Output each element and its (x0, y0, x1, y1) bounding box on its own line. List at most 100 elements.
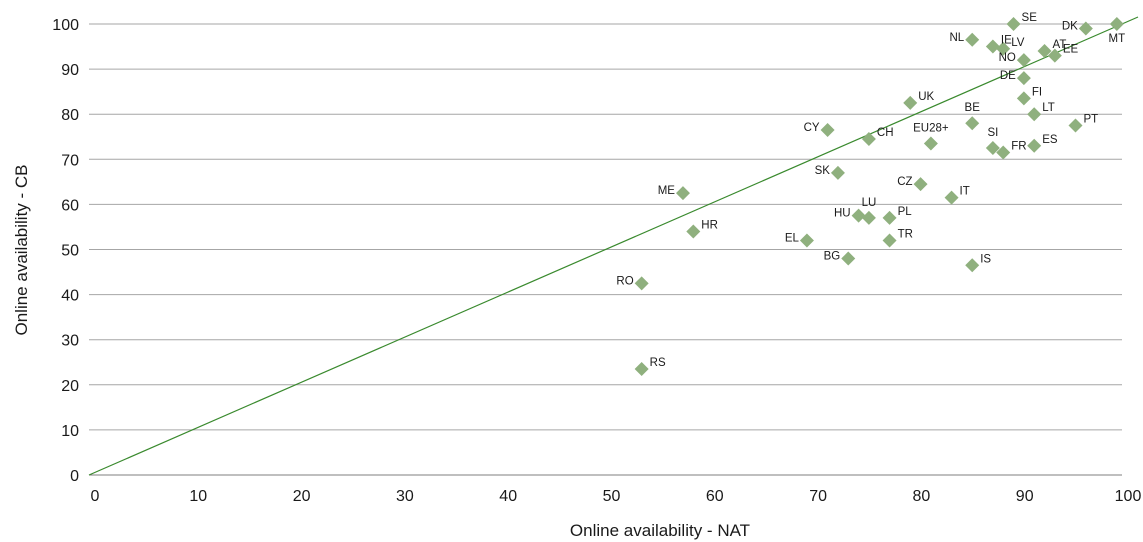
data-point-fr (996, 145, 1011, 160)
y-tick-label: 50 (61, 243, 79, 260)
x-tick-label: 50 (603, 488, 621, 505)
data-point-hr (686, 224, 701, 239)
x-tick-label: 40 (499, 488, 517, 505)
data-point-ie (985, 39, 1000, 54)
data-label-ch: CH (877, 127, 894, 139)
x-axis-ticks: 0 10 20 30 40 50 60 70 80 90 100 (91, 488, 1142, 505)
data-label-fi: FI (1032, 86, 1042, 98)
data-point-cy (820, 122, 835, 137)
data-label-ie: IE (1001, 35, 1012, 47)
reference-line (88, 16, 1139, 476)
data-point-es (1027, 138, 1042, 153)
y-tick-label: 30 (61, 333, 79, 350)
data-point-me (675, 186, 690, 201)
data-point-si (985, 141, 1000, 156)
data-label-ro: RO (616, 275, 633, 287)
data-label-be: BE (965, 102, 981, 114)
data-points (634, 17, 1124, 377)
data-point-it (944, 190, 959, 205)
data-point-lt (1027, 107, 1042, 122)
data-label-si: SI (987, 127, 998, 139)
x-tick-label: 60 (706, 488, 724, 505)
data-label-lu: LU (862, 197, 877, 209)
data-point-ch (861, 132, 876, 147)
y-tick-label: 20 (61, 378, 79, 395)
data-point-lu (861, 210, 876, 225)
data-point-be (965, 116, 980, 131)
data-label-tr: TR (898, 228, 913, 240)
y-tick-label: 80 (61, 107, 79, 124)
x-tick-label: 30 (396, 488, 414, 505)
data-label-de: DE (1000, 70, 1016, 82)
data-label-rs: RS (650, 357, 666, 369)
data-label-ee: EE (1063, 44, 1079, 56)
data-point-fi (1016, 91, 1031, 106)
data-label-es: ES (1042, 134, 1058, 146)
data-point-dk (1078, 21, 1093, 36)
x-tick-label: 0 (91, 488, 100, 505)
data-point-pl (882, 210, 897, 225)
data-label-bg: BG (824, 251, 841, 263)
data-label-lt: LT (1042, 102, 1055, 114)
data-point-sk (830, 165, 845, 180)
data-label-el: EL (785, 232, 800, 244)
x-axis-label: Online availability - NAT (570, 521, 750, 540)
data-point-uk (903, 95, 918, 110)
data-point-ee (1047, 48, 1062, 63)
y-tick-label: 70 (61, 152, 79, 169)
data-label-dk: DK (1062, 21, 1078, 33)
y-tick-label: 100 (52, 17, 79, 34)
data-point-de (1016, 71, 1031, 86)
y-tick-label: 10 (61, 423, 79, 440)
data-label-lv: LV (1011, 37, 1025, 49)
data-point-is (965, 258, 980, 273)
data-label-hr: HR (701, 219, 718, 231)
data-point-ro (634, 276, 649, 291)
data-label-pt: PT (1084, 113, 1099, 125)
data-label-cz: CZ (897, 176, 912, 188)
x-tick-label: 10 (189, 488, 207, 505)
data-label-fr: FR (1011, 141, 1026, 153)
reference-line-group (88, 16, 1139, 476)
x-tick-label: 90 (1016, 488, 1034, 505)
data-point-tr (882, 233, 897, 248)
data-label-it: IT (960, 186, 970, 198)
y-axis-label: Online availability - CB (12, 164, 31, 335)
x-tick-label: 70 (809, 488, 827, 505)
y-tick-label: 60 (61, 197, 79, 214)
data-point-el (799, 233, 814, 248)
y-tick-label: 40 (61, 288, 79, 305)
data-point-at (1037, 44, 1052, 59)
data-point-mt (1109, 17, 1124, 31)
y-axis-ticks: 0 10 20 30 40 50 60 70 80 90 100 (52, 17, 79, 485)
data-point-cz (913, 177, 928, 192)
data-point-nl (965, 32, 980, 47)
x-tick-label: 80 (913, 488, 931, 505)
data-label-nl: NL (950, 32, 965, 44)
data-point-pt (1068, 118, 1083, 133)
data-point-rs (634, 362, 649, 377)
y-tick-label: 0 (70, 468, 79, 485)
data-point-eu28 (923, 136, 938, 151)
data-label-pl: PL (898, 206, 913, 218)
data-point-no (1016, 53, 1031, 68)
data-point-bg (841, 251, 856, 266)
y-tick-label: 90 (61, 62, 79, 79)
data-label-is: IS (980, 253, 991, 265)
data-label-sk: SK (815, 165, 831, 177)
x-tick-label: 100 (1115, 488, 1142, 505)
data-label-se: SE (1022, 12, 1038, 24)
data-label-uk: UK (918, 91, 934, 103)
data-label-me: ME (658, 185, 676, 197)
x-tick-label: 20 (293, 488, 311, 505)
data-point-lv (996, 41, 1011, 56)
data-label-mt: MT (1109, 33, 1126, 45)
data-label-cy: CY (804, 122, 820, 134)
data-label-hu: HU (834, 208, 851, 220)
data-point-hu (851, 208, 866, 223)
data-label-eu28: EU28+ (913, 123, 949, 135)
data-point-se (1006, 17, 1021, 31)
data-label-at: AT (1053, 39, 1067, 51)
